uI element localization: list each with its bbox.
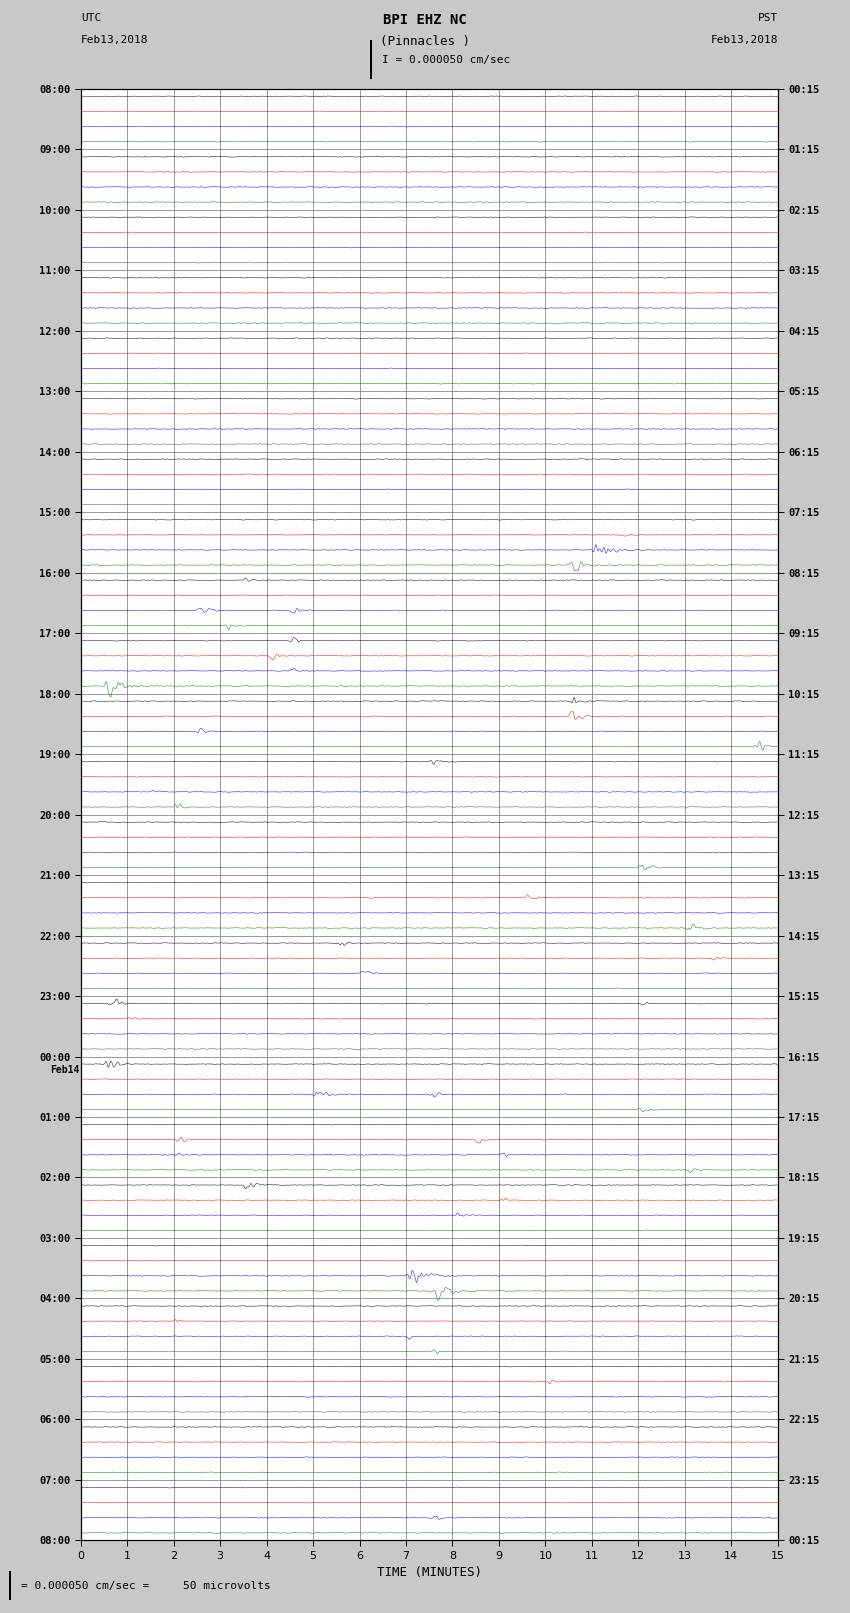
Text: = 0.000050 cm/sec =     50 microvolts: = 0.000050 cm/sec = 50 microvolts [21, 1581, 271, 1590]
Text: Feb13,2018: Feb13,2018 [81, 35, 148, 45]
X-axis label: TIME (MINUTES): TIME (MINUTES) [377, 1566, 482, 1579]
Text: UTC: UTC [81, 13, 101, 23]
Text: Feb14: Feb14 [49, 1065, 79, 1074]
Text: Feb13,2018: Feb13,2018 [711, 35, 778, 45]
Text: (Pinnacles ): (Pinnacles ) [380, 35, 470, 48]
Text: PST: PST [757, 13, 778, 23]
Text: BPI EHZ NC: BPI EHZ NC [383, 13, 467, 27]
Text: I = 0.000050 cm/sec: I = 0.000050 cm/sec [382, 55, 511, 65]
